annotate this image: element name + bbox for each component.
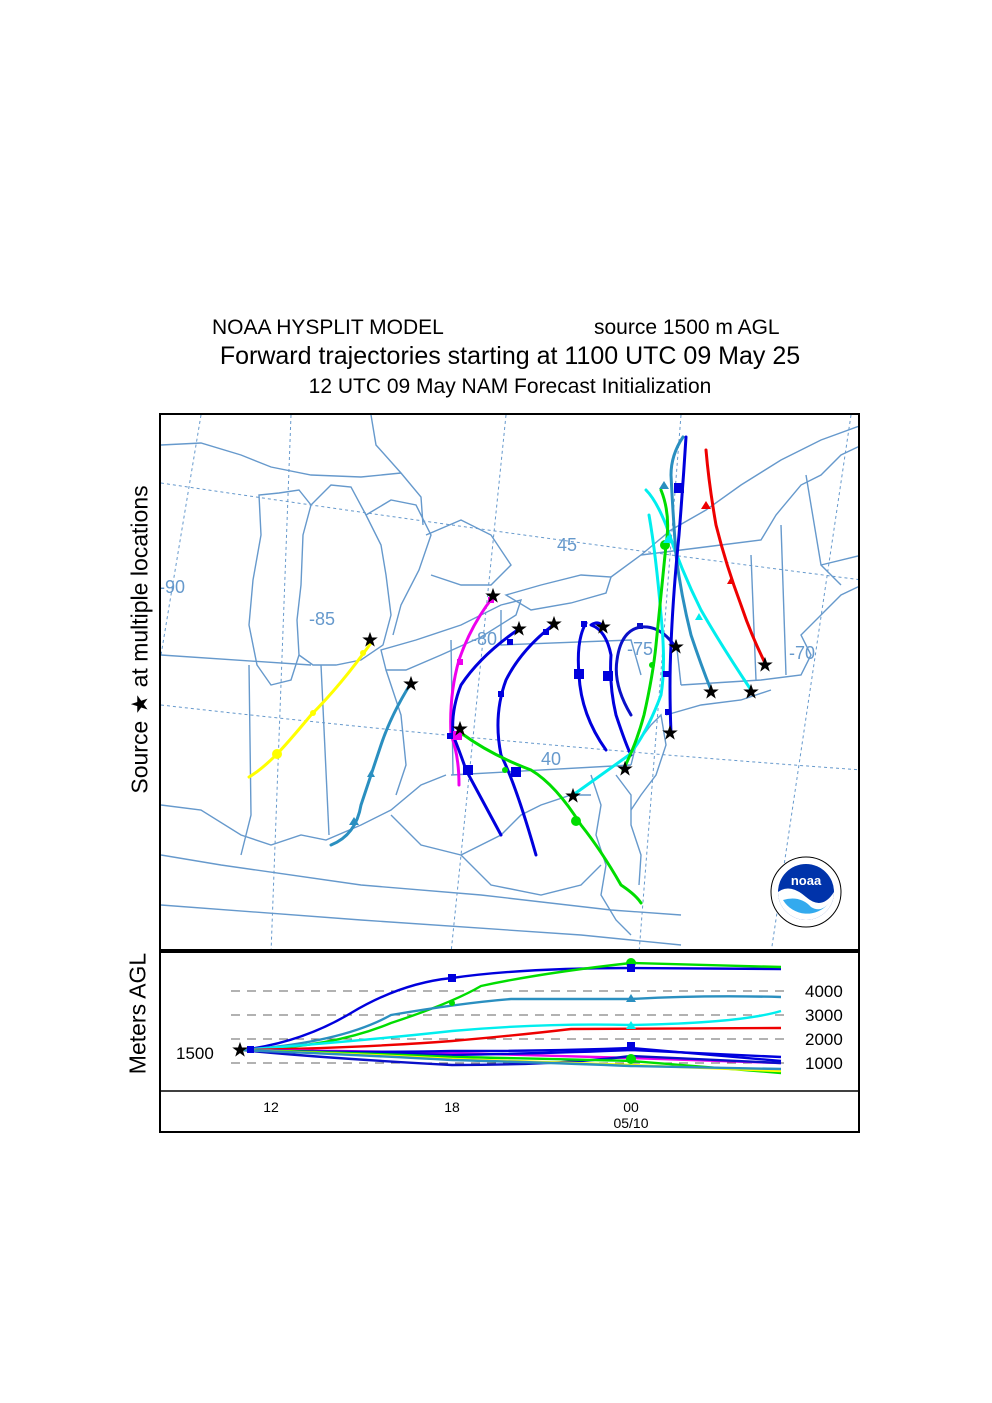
height-profile-panel[interactable]: 4000 3000 2000 1000 1500 12 18 00 05/10	[159, 951, 860, 1133]
trajectory-blue-5	[614, 625, 678, 717]
lat-label-40: 40	[541, 749, 561, 769]
trajectory-map[interactable]: 45 40 -90 -85 -80 -75 -70	[159, 413, 860, 951]
main-title: Forward trajectories starting at 1100 UT…	[219, 342, 801, 370]
star-icon	[595, 618, 611, 634]
height-start-label: 1500	[176, 1044, 214, 1063]
graticule	[161, 415, 858, 949]
trajectory-blue-4	[589, 621, 633, 757]
model-title: NOAA HYSPLIT MODEL	[212, 316, 444, 339]
trajectory-blue-2	[496, 623, 555, 857]
trajectory-magenta	[449, 595, 495, 787]
lon-label-80: -80	[471, 629, 497, 649]
height-markers	[232, 958, 636, 1064]
lon-label-85: -85	[309, 609, 335, 629]
noaa-logo-text: noaa	[791, 873, 822, 888]
height-axis-label: Meters AGL	[124, 952, 151, 1075]
trajectory-markers	[272, 481, 735, 826]
map-canvas: 45 40 -90 -85 -80 -75 -70	[161, 415, 858, 949]
trajectory-blue-1	[451, 627, 521, 837]
time-tick-18: 18	[444, 1099, 460, 1115]
height-traces	[240, 961, 782, 1075]
source-markers	[362, 587, 773, 803]
star-icon	[403, 675, 419, 691]
trajectory-green-2	[621, 488, 670, 772]
trajectory-red	[704, 448, 768, 667]
time-tick-12: 12	[263, 1099, 279, 1115]
boundaries	[161, 415, 858, 946]
height-tick-1000: 1000	[805, 1054, 843, 1073]
height-tick-3000: 3000	[805, 1006, 843, 1025]
time-axis-ticks: 12 18 00 05/10	[263, 1099, 649, 1131]
trajectory-green	[459, 731, 643, 905]
trajectory-cyan	[644, 488, 753, 692]
lat-label-45: 45	[557, 535, 577, 555]
height-tick-4000: 4000	[805, 982, 843, 1001]
source-axis-label: Source ★ at multiple locations	[126, 485, 153, 794]
trajectory-yellow	[247, 641, 373, 779]
trajectory-teal-ohio	[329, 681, 413, 847]
lon-label-75: -75	[627, 639, 653, 659]
trajectory-cyan-2	[571, 513, 665, 797]
height-canvas: 4000 3000 2000 1000 1500 12 18 00 05/10	[161, 958, 858, 1131]
noaa-logo: noaa	[755, 855, 857, 929]
height-tick-2000: 2000	[805, 1030, 843, 1049]
lon-label-90: -90	[161, 577, 185, 597]
graticule-labels: 45 40 -90 -85 -80 -75 -70	[161, 535, 815, 769]
time-date-label: 05/10	[613, 1115, 648, 1131]
height-gridlines	[231, 990, 791, 1064]
star-icon	[703, 683, 719, 699]
star-icon	[757, 656, 773, 672]
subtitle: 12 UTC 09 May NAM Forecast Initializatio…	[308, 375, 712, 398]
lon-label-70: -70	[789, 643, 815, 663]
time-tick-00: 00	[623, 1099, 639, 1115]
height-axis-ticks: 4000 3000 2000 1000 1500	[176, 982, 843, 1073]
source-height-title: source 1500 m AGL	[594, 316, 780, 339]
